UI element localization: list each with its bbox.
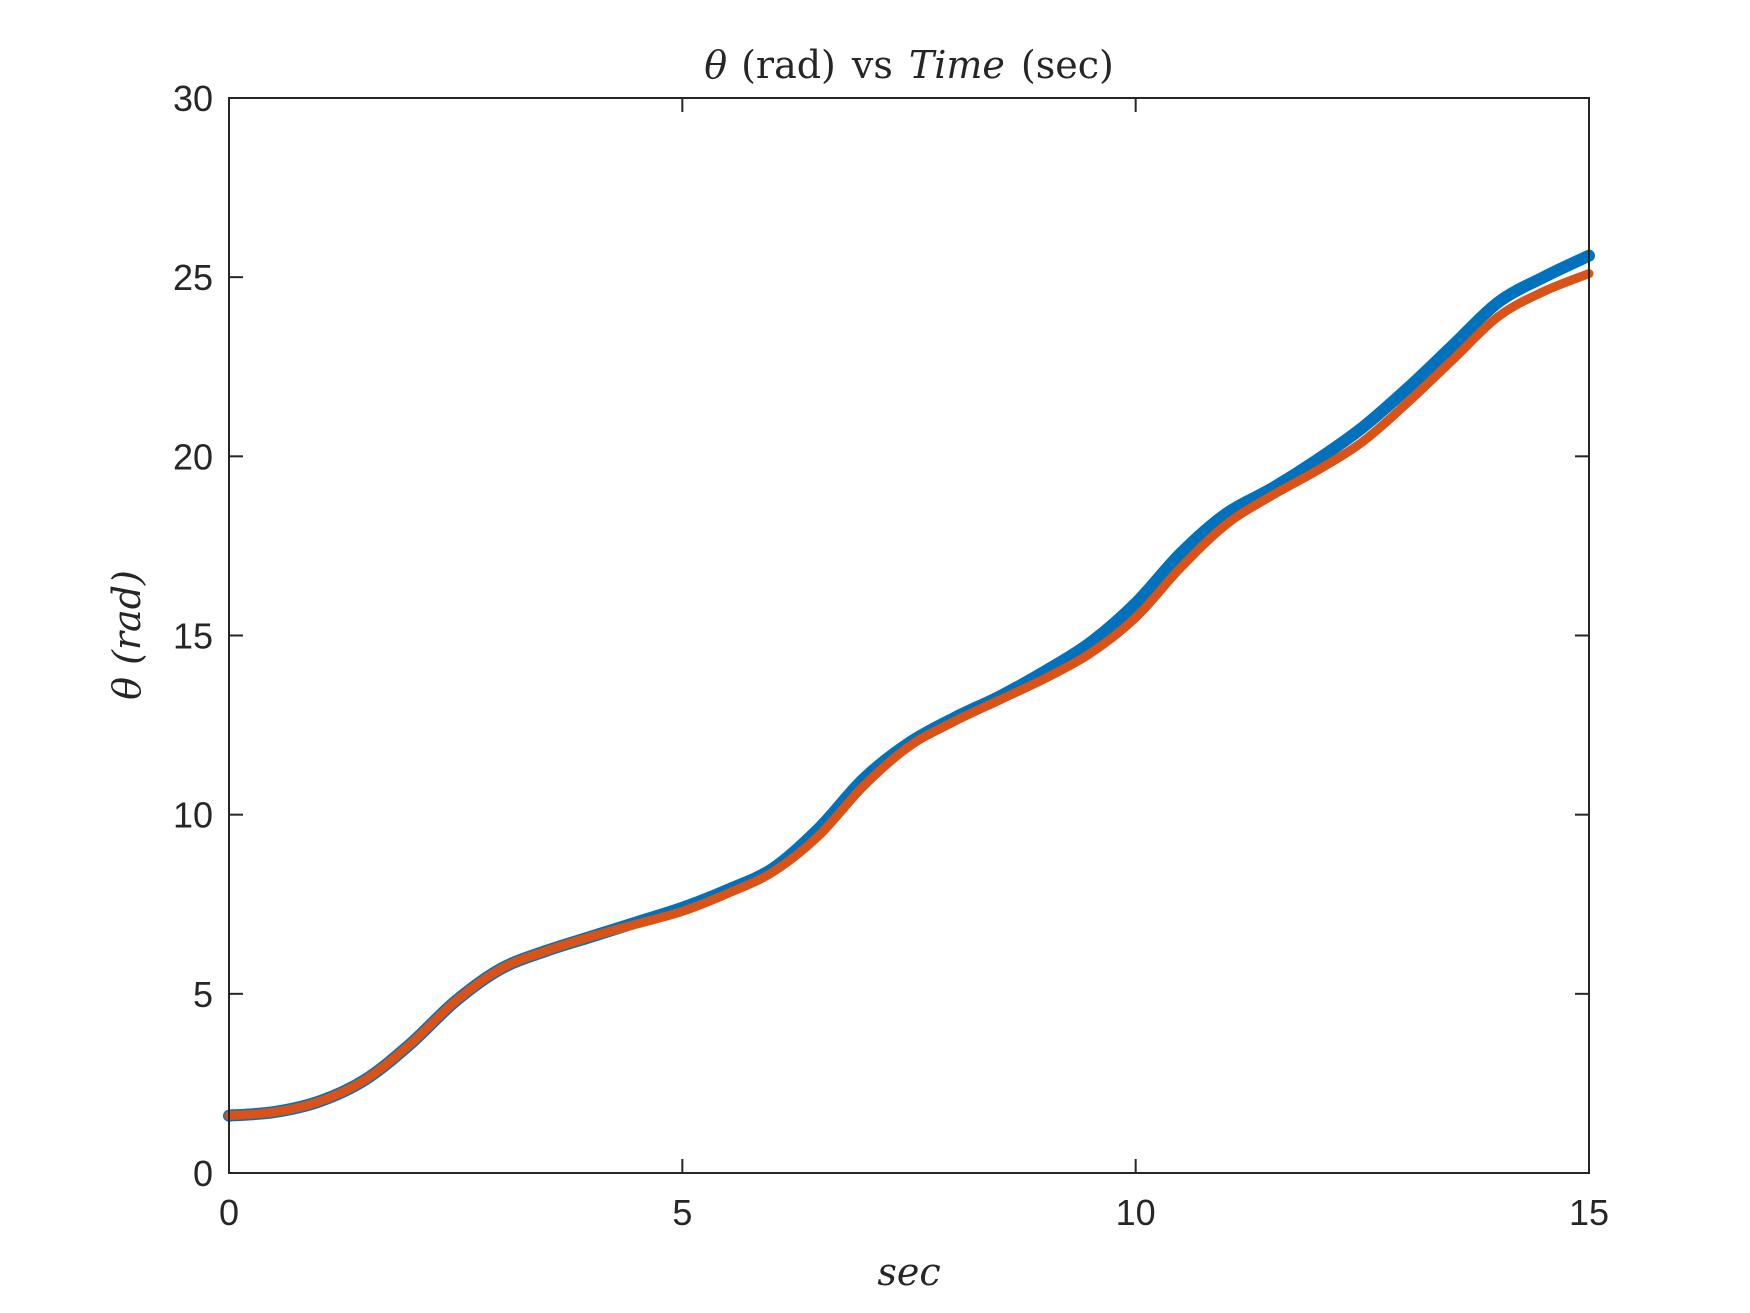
y-tick-label: 5 — [193, 974, 213, 1015]
chart-title: θ (rad) vs Time (sec) — [704, 43, 1114, 87]
x-axis-label: sec — [877, 1250, 940, 1294]
y-tick-label: 15 — [173, 616, 213, 657]
title-vs: vs — [851, 43, 893, 87]
title-sec: (sec) — [1021, 43, 1114, 87]
x-tick-label: 10 — [1116, 1192, 1156, 1233]
y-tick-label: 30 — [173, 78, 213, 119]
y-tick-label: 0 — [193, 1153, 213, 1194]
y-tick-label: 10 — [173, 795, 213, 836]
x-tick-label: 5 — [672, 1192, 692, 1233]
y-tick-label: 20 — [173, 436, 213, 477]
title-rad: (rad) — [741, 43, 836, 87]
y-axis-label: θ (rad) — [105, 570, 149, 700]
series-line-2 — [224, 269, 1594, 1121]
title-theta: θ — [704, 43, 727, 87]
x-tick-label: 0 — [219, 1192, 239, 1233]
series-layer — [223, 249, 1595, 1122]
tick-labels: 0 5 10 15 0 5 10 15 20 25 30 — [173, 78, 1609, 1233]
y-tick-label: 25 — [173, 257, 213, 298]
plot-box — [228, 97, 1590, 1174]
x-tick-label: 15 — [1569, 1192, 1609, 1233]
title-time: Time — [909, 43, 1005, 87]
